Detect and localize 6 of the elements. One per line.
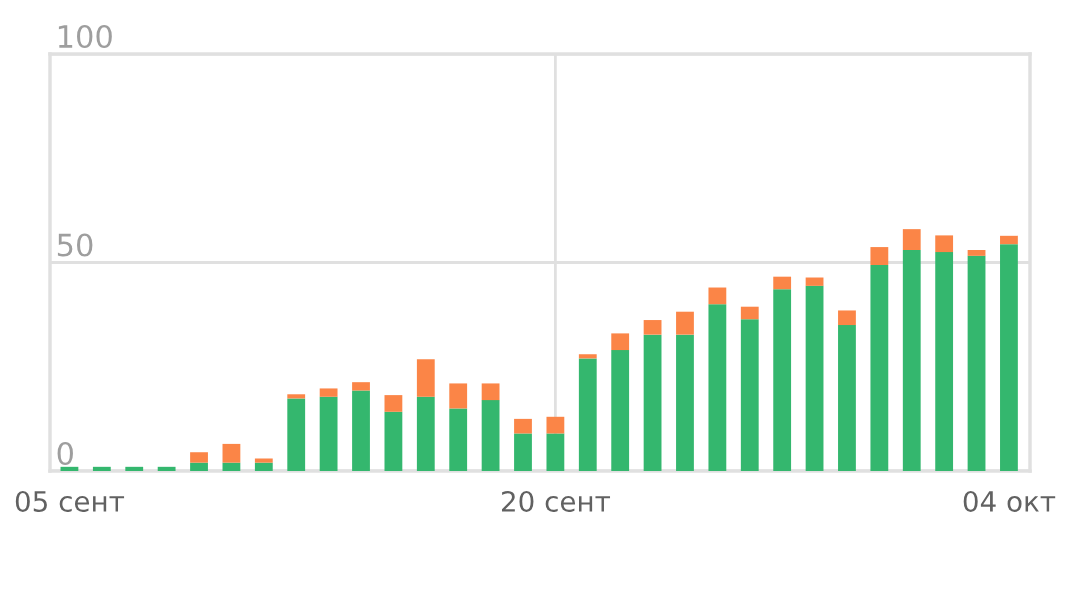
y-tick-label: 100 (58, 24, 112, 49)
y-tick-label: 0 (57, 441, 73, 466)
x-tick-label: 20 сент (501, 490, 611, 512)
x-tick-label: 04 окт (963, 490, 1056, 512)
y-tick-label: 50 (57, 233, 93, 257)
x-tick-label: 05 сент (15, 490, 125, 512)
